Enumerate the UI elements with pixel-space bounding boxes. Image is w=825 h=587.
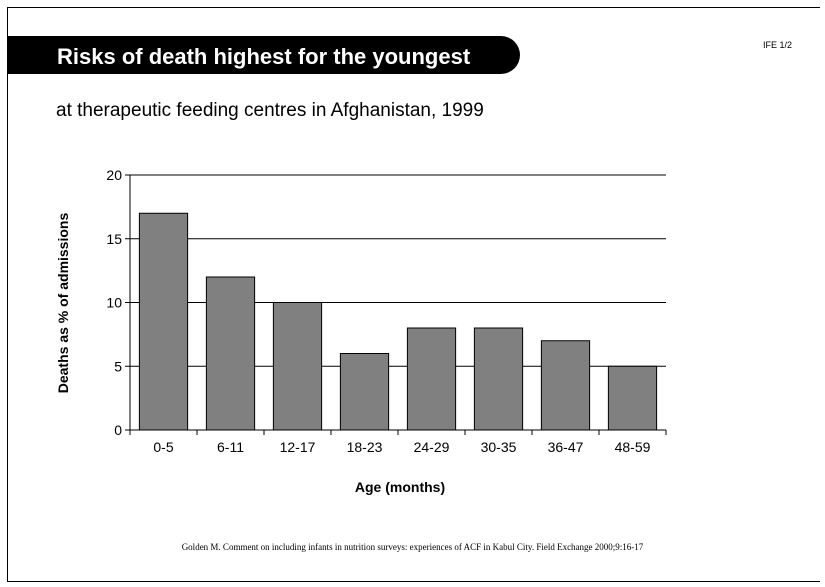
y-tick-label: 10 bbox=[106, 295, 122, 311]
source-citation: Golden M. Comment on including infants i… bbox=[181, 542, 644, 552]
bar bbox=[540, 340, 591, 431]
x-tick-label: 12-17 bbox=[280, 439, 316, 455]
y-tick-label: 0 bbox=[114, 422, 122, 438]
axes bbox=[125, 174, 667, 435]
y-tick-label: 20 bbox=[106, 167, 122, 183]
y-axis-title: Deaths as % of admissions bbox=[55, 213, 71, 394]
bar bbox=[205, 276, 256, 431]
bar bbox=[339, 353, 390, 431]
slide-title: Risks of death highest for the youngest bbox=[57, 44, 471, 69]
x-tick-label: 18-23 bbox=[347, 439, 383, 455]
tick-labels: 0 5 10 15 20 0-5 6-11 12-17 18-23 24-29 30-35 36-47… bbox=[106, 167, 650, 455]
x-tick-label: 6-11 bbox=[217, 439, 244, 455]
slide-subtitle: at therapeutic feeding centres in Afghan… bbox=[56, 100, 484, 121]
bar bbox=[138, 212, 189, 431]
bar bbox=[607, 365, 658, 431]
x-tick-label: 30-35 bbox=[481, 439, 517, 455]
y-tick-label: 15 bbox=[106, 231, 122, 247]
x-tick-label: 48-59 bbox=[615, 439, 651, 455]
bar bbox=[473, 327, 524, 431]
bar bbox=[272, 302, 323, 431]
title-banner bbox=[8, 36, 520, 74]
x-axis-title: Age (months) bbox=[355, 479, 445, 495]
slide-id-label: IFE 1/2 bbox=[763, 40, 793, 50]
slide-frame bbox=[7, 7, 820, 582]
bars bbox=[138, 212, 658, 431]
x-tick-label: 0-5 bbox=[153, 439, 173, 455]
bar bbox=[406, 327, 457, 431]
x-tick-label: 24-29 bbox=[414, 439, 450, 455]
x-tick-label: 36-47 bbox=[548, 439, 584, 455]
y-tick-label: 5 bbox=[114, 358, 122, 374]
